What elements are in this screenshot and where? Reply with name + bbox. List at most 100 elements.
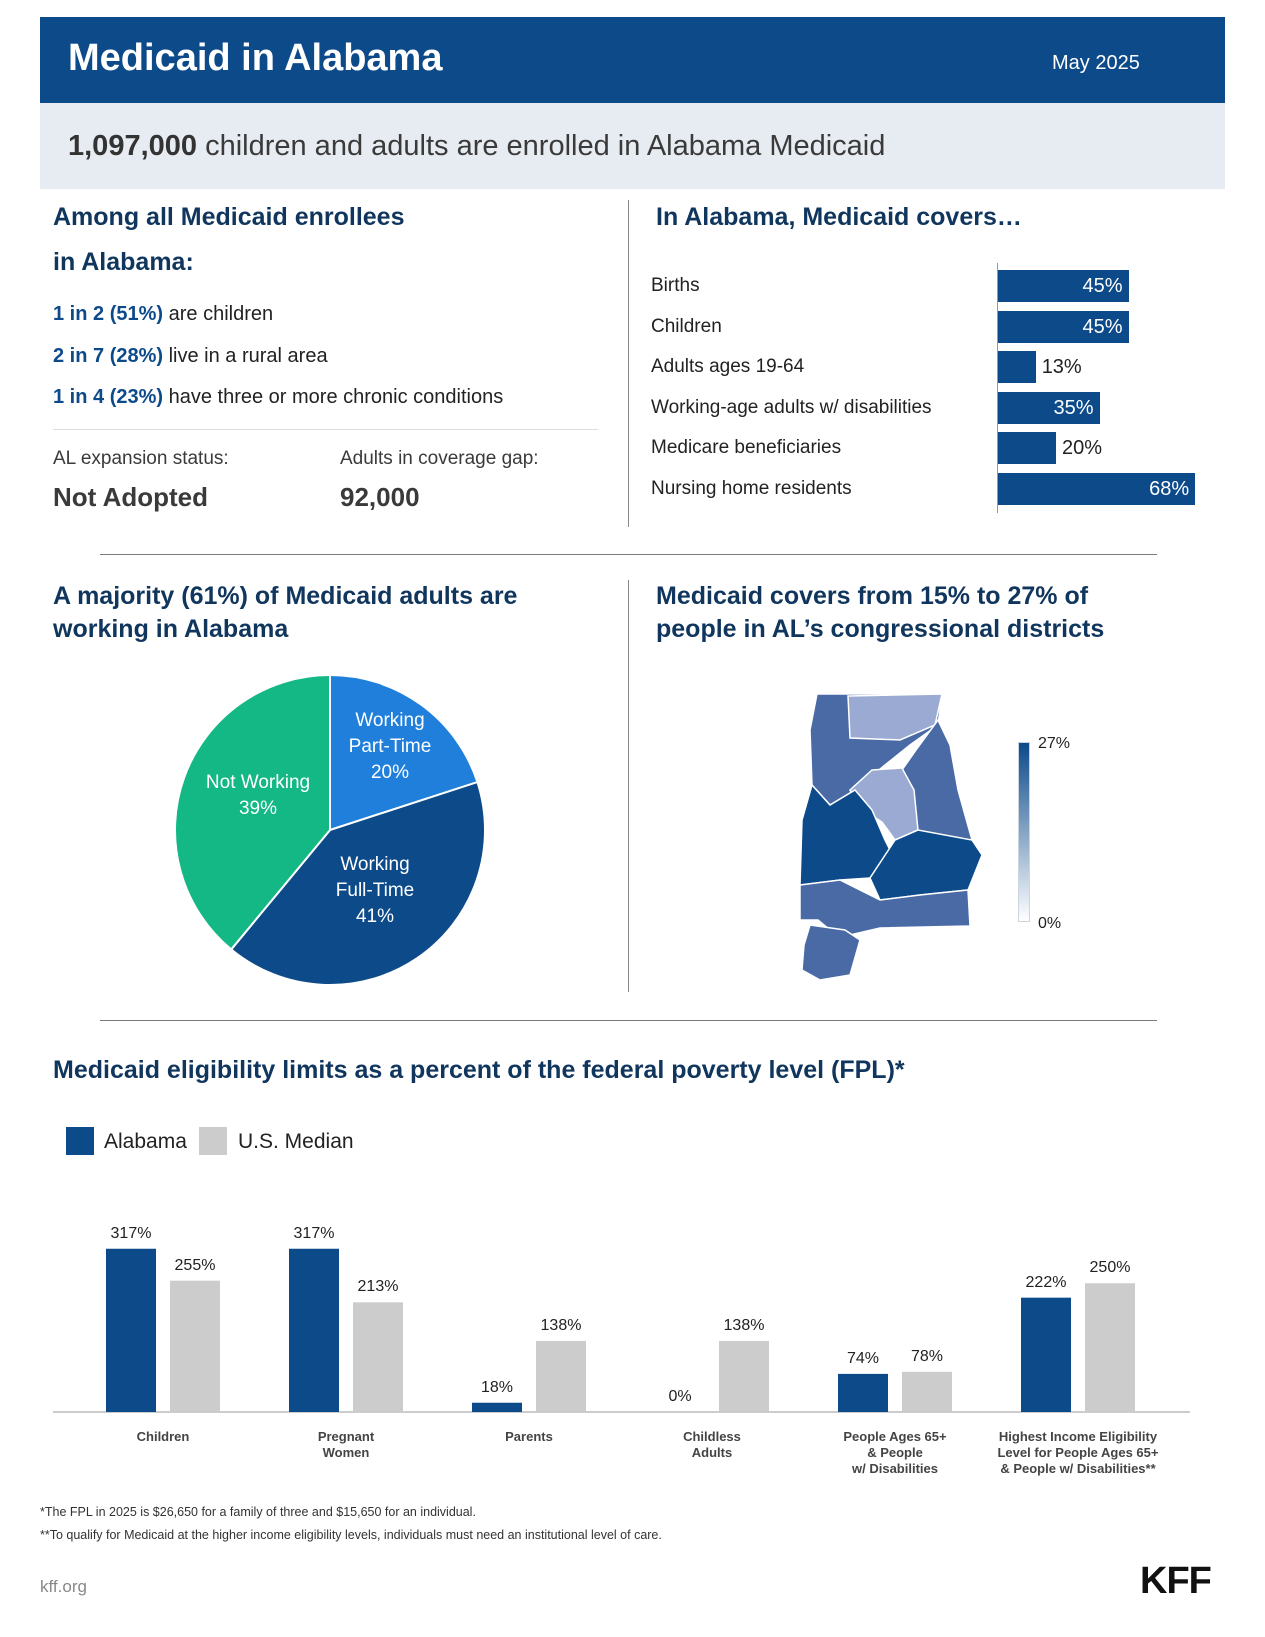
coverage-row-label: Nursing home residents	[651, 477, 852, 499]
enrollment-band: 1,097,000 children and adults are enroll…	[40, 103, 1225, 189]
legend-swatch-us-median	[199, 1127, 227, 1155]
scale-max-label: 27%	[1038, 735, 1071, 752]
stat-text: live in a rural area	[163, 345, 328, 367]
divider	[53, 429, 598, 430]
coverage-row-label: Children	[651, 315, 722, 337]
bar-alabama	[472, 1402, 522, 1412]
coverage-bar	[998, 432, 1056, 464]
expansion-value: Not Adopted	[53, 482, 208, 512]
coverage-bar	[998, 391, 1100, 424]
category-label: Highest Income Eligibility Level for Peop…	[997, 1429, 1159, 1476]
pie-label-line: Working	[340, 854, 410, 875]
districts-heading: Medicaid covers from 15% to 27% of peopl…	[656, 580, 1104, 646]
pie-label-line: Not Working	[205, 772, 311, 793]
coverage-bar	[998, 472, 1196, 505]
pie-label-not-working: Not Working 39%	[188, 770, 328, 822]
enrollment-count: 1,097,000	[68, 130, 198, 162]
bar-value-label: 138%	[723, 1316, 765, 1334]
stat-row: 1 in 2 (51%) are children	[53, 303, 273, 326]
district-4	[847, 693, 943, 741]
coverage-value: 45%	[1082, 275, 1123, 297]
divider	[628, 200, 629, 527]
coverage-value: 20%	[1062, 437, 1103, 459]
bar-value-label: 74%	[846, 1349, 880, 1367]
pie-label-line: Part-Time	[348, 736, 432, 757]
bar-value-label: 222%	[1025, 1273, 1067, 1291]
category-label: Childless Adults	[683, 1429, 741, 1460]
category-label: Pregnant Women	[317, 1429, 375, 1460]
stat-row: 1 in 4 (23%) have three or more chronic …	[53, 386, 503, 409]
coverage-gap-label: Adults in coverage gap:	[340, 448, 539, 469]
pie-label-line: Full-Time	[335, 880, 415, 901]
bar-value-label: 317%	[293, 1224, 335, 1242]
divider	[100, 1020, 1157, 1021]
coverage-bar	[998, 351, 1036, 383]
working-heading-line2: working in Alabama	[53, 615, 289, 643]
districts-heading-line1: Medicaid covers from 15% to 27% of	[656, 582, 1089, 610]
divider	[628, 580, 629, 992]
footnote: *The FPL in 2025 is $26,650 for a family…	[40, 1505, 476, 1519]
bar-alabama	[289, 1248, 339, 1412]
eligibility-chart-title: Medicaid eligibility limits as a percent…	[53, 1056, 905, 1084]
stat-highlight: 2 in 7 (28%)	[53, 345, 164, 367]
districts-heading-line2: people in AL’s congressional districts	[656, 615, 1105, 643]
header-banner: Medicaid in Alabama May 2025	[40, 17, 1225, 103]
pie-label-value: 41%	[355, 906, 395, 927]
coverage-value: 45%	[1082, 315, 1123, 338]
bar-value-label: 0%	[668, 1388, 692, 1405]
bar-alabama	[838, 1373, 888, 1412]
coverage-row-label: Medicare beneficiaries	[651, 437, 842, 458]
pie-slice-full-time	[229, 780, 486, 986]
bar-value-label: 317%	[110, 1224, 152, 1242]
bar-us-median	[902, 1371, 952, 1412]
enrollment-text: children and adults are enrolled in Alab…	[197, 130, 886, 162]
pie-label-line: Working	[355, 710, 425, 731]
coverage-value: 68%	[1149, 477, 1190, 500]
coverage-row-label: Working-age adults w/ disabilities	[651, 396, 932, 418]
scale-min-label: 0%	[1038, 915, 1062, 932]
coverage-axis	[997, 263, 998, 513]
coverage-bar	[998, 310, 1129, 343]
bar-value-label: 138%	[540, 1316, 582, 1334]
bar-value-label: 213%	[357, 1278, 399, 1296]
bar-value-label: 255%	[174, 1256, 216, 1274]
coverage-row-label: Adults ages 19-64	[651, 356, 805, 377]
enrollees-heading-line1: Among all Medicaid enrollees	[53, 203, 405, 231]
category-label: Parents	[505, 1429, 553, 1444]
legend-label-us-median: U.S. Median	[238, 1130, 354, 1153]
bar-alabama	[106, 1248, 156, 1412]
stat-highlight: 1 in 4 (23%)	[53, 386, 164, 408]
pie-label-part-time: Working Part-Time 20%	[320, 708, 460, 786]
pie-label-value: 20%	[370, 762, 410, 783]
category-label: Children	[136, 1429, 190, 1444]
bar-us-median	[719, 1340, 769, 1412]
expansion-label: AL expansion status:	[53, 448, 229, 469]
bar-us-median	[1085, 1283, 1135, 1412]
coverage-gap-value: 92,000	[340, 482, 420, 512]
enrollees-heading-line2: in Alabama:	[53, 248, 194, 276]
enrollees-heading: Among all Medicaid enrollees in Alabama:	[53, 200, 404, 279]
coverage-value: 35%	[1053, 396, 1094, 419]
pie-slice-part-time	[329, 673, 479, 832]
pie-label-full-time: Working Full-Time 41%	[305, 852, 445, 930]
divider	[100, 554, 1157, 555]
legend-label-alabama: Alabama	[104, 1130, 187, 1153]
pie-slice-not-working	[174, 673, 331, 951]
bar-us-median	[536, 1340, 586, 1412]
coverage-bar	[998, 270, 1129, 302]
district-1-coast	[801, 924, 861, 981]
bar-us-median	[170, 1280, 220, 1412]
site-link[interactable]: kff.org	[40, 1577, 87, 1596]
working-heading: A majority (61%) of Medicaid adults are …	[53, 580, 517, 646]
page-title: Medicaid in Alabama	[68, 37, 443, 79]
bar-us-median	[353, 1302, 403, 1412]
bar-value-label: 18%	[480, 1378, 514, 1396]
bar-value-label: 250%	[1089, 1259, 1131, 1277]
stat-text: are children	[163, 303, 274, 325]
coverage-value: 13%	[1041, 356, 1082, 378]
stat-text: have three or more chronic conditions	[163, 386, 504, 408]
alabama-district-map	[799, 693, 983, 981]
footnote: **To qualify for Medicaid at the higher …	[40, 1528, 662, 1542]
legend-swatch-alabama	[66, 1127, 94, 1155]
